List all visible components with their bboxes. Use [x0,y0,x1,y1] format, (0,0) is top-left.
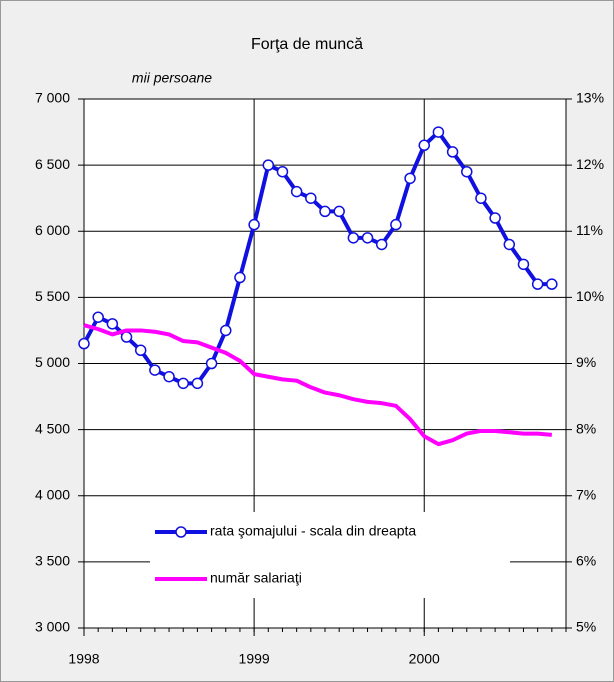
y2-tick-label: 9% [576,354,596,370]
y2-tick-label: 13% [576,90,604,106]
y-tick-label: 3 500 [35,553,70,569]
y-tick-label: 3 000 [35,619,70,635]
series-marker [531,278,544,290]
series-marker [333,205,345,218]
series-marker [375,238,388,251]
y-axis-label: mii persoane [132,70,212,86]
y-tick-label: 7 000 [35,90,70,106]
series-marker [191,377,204,390]
y-tick-label: 5 000 [35,354,70,370]
series-marker [305,192,317,204]
series-marker [503,238,516,251]
chart-title: Forţa de muncă [251,36,363,53]
series-marker [163,370,175,383]
series-marker [404,172,416,185]
y2-tick-label: 12% [576,156,604,172]
plot-frame [83,98,567,629]
y-tick-label: 6 500 [35,156,70,172]
series-marker [390,218,402,231]
series-marker [461,165,473,178]
series-marker [418,139,430,152]
series-marker [361,232,374,244]
legend-label: rata şomajului - scala din dreapta [210,523,416,539]
series-marker [220,324,232,337]
y-tick-label: 4 500 [35,420,70,436]
series-marker [149,364,161,376]
series-line [82,130,552,386]
series-marker [517,258,530,271]
series-marker [120,331,133,343]
series-marker [205,357,218,370]
legend-box [150,512,510,598]
x-tick-label: 1998 [68,651,99,667]
y2-tick-label: 5% [576,619,596,635]
series-marker [489,212,501,224]
series-line [83,323,553,447]
series-marker [276,165,289,178]
series-marker [177,377,189,390]
series-marker [92,311,104,323]
series-marker [78,337,90,350]
y-tick-label: 4 000 [35,486,70,502]
y2-tick-label: 8% [576,420,596,436]
y2-tick-label: 7% [576,486,596,502]
series-marker [319,205,331,218]
y2-tick-label: 6% [576,553,596,569]
series-marker [262,159,275,171]
y2-tick-label: 10% [576,288,604,304]
series-marker [134,344,147,357]
x-tick-label: 2000 [409,651,440,667]
y2-tick-label: 11% [576,222,603,238]
y-tick-label: 5 500 [35,288,70,304]
series-marker [248,218,260,231]
legend-label: număr salariaţi [210,570,302,586]
series-marker [290,185,303,198]
legend-marker [175,526,187,538]
series-marker [475,192,487,204]
x-tick-label: 1999 [239,651,270,667]
y-tick-label: 6 000 [35,222,70,238]
series-marker [106,318,119,330]
series-marker [546,278,558,290]
series-marker [347,232,360,244]
series-marker [432,126,445,138]
series-marker [446,146,459,158]
series-marker [234,271,246,284]
